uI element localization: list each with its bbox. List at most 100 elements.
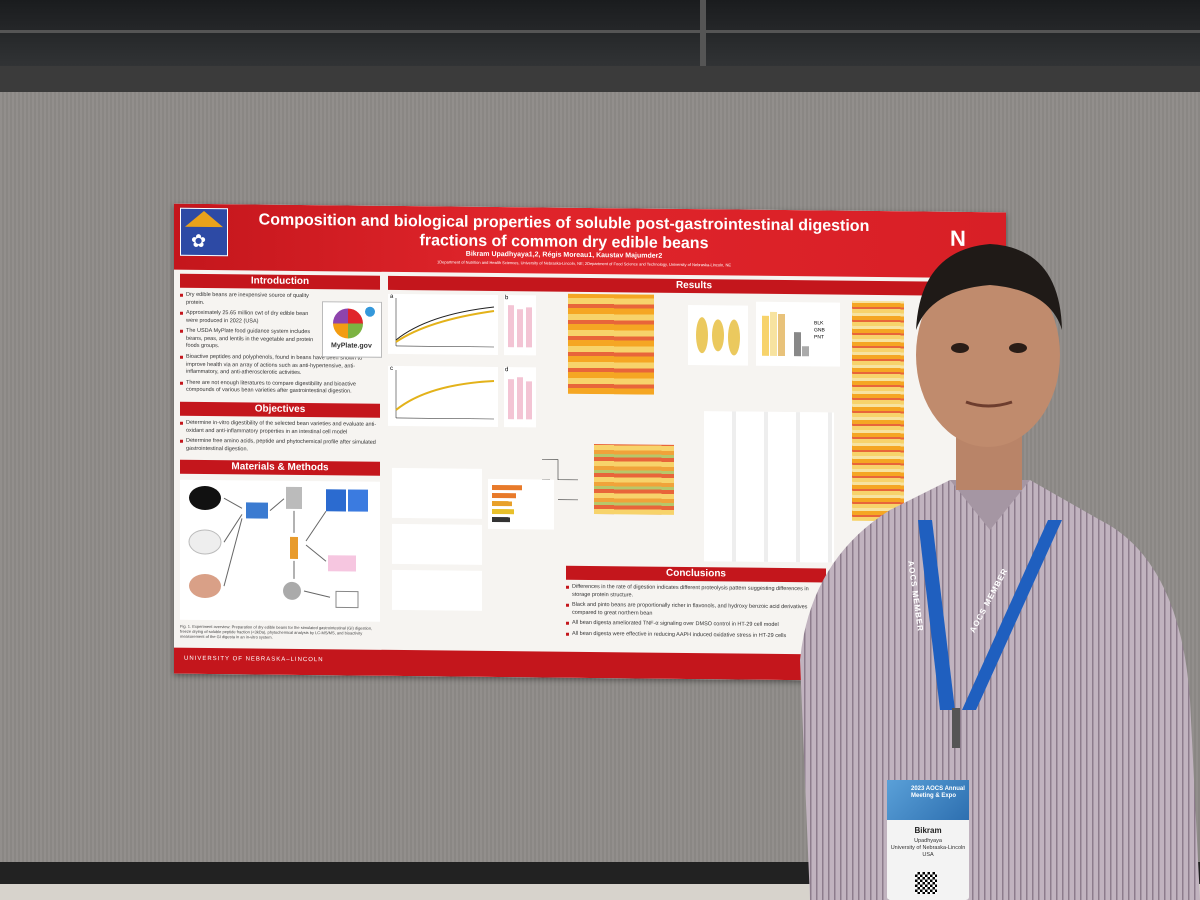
- qr-code-icon: [915, 872, 937, 894]
- pinto-beans-icon: [189, 573, 221, 598]
- conference-logo: ✿: [180, 207, 228, 257]
- digestion-curve-svg: [395, 297, 495, 348]
- tnf-bar-svg: [492, 484, 522, 523]
- section-objectives: Objectives: [180, 401, 380, 418]
- poster-affiliations: 1Department of Nutrition and Health Scie…: [437, 259, 731, 268]
- bar: [492, 516, 510, 523]
- ceiling-beam: [700, 0, 706, 66]
- series-line: [395, 379, 495, 411]
- phytochemical-heatmap: [594, 444, 674, 515]
- badge-header: 2023 AOCS Annual Meeting & Expo: [887, 780, 969, 820]
- intro-bullet: There are not enough literatures to comp…: [180, 379, 380, 396]
- black-beans-icon: [189, 485, 221, 510]
- aaph-bar-chart: [392, 523, 482, 565]
- mountain-icon: [185, 210, 223, 228]
- presenter-head: [916, 244, 1062, 447]
- section-methods: Materials & Methods: [180, 459, 380, 476]
- filtration-icon: [290, 536, 298, 559]
- aaph-scatter-chart: [392, 569, 482, 611]
- beans-icon: ✿: [191, 230, 207, 251]
- ceiling-truss: [0, 30, 1200, 33]
- presenter-photo: [800, 244, 1200, 900]
- badge-country: USA: [922, 852, 934, 858]
- series-line: [395, 310, 495, 343]
- name-badge: 2023 AOCS Annual Meeting & Expo Bikram U…: [887, 780, 969, 900]
- great-northern-beans-icon: [188, 529, 222, 555]
- fig-label: b: [505, 295, 509, 302]
- myplate-label: MyPlate.gov: [331, 342, 372, 350]
- bar: [492, 484, 522, 491]
- centrifuge-icon: [283, 581, 301, 600]
- section-introduction: Introduction: [180, 273, 380, 290]
- bar: [770, 311, 777, 356]
- violin-plot-svg: [696, 317, 740, 356]
- myplate-graphic: MyPlate.gov: [322, 301, 382, 358]
- methods-figure: [180, 479, 380, 622]
- bar: [517, 377, 523, 420]
- violin: [696, 317, 708, 354]
- digestion-icon: [246, 502, 268, 519]
- objective-bullets: Determine in-vitro digestibility of the …: [180, 420, 380, 458]
- badge-event: 2023 AOCS Annual Meeting & Expo: [911, 786, 965, 799]
- series-line: [395, 306, 495, 341]
- violin: [712, 319, 724, 352]
- intro-bullets: Dry edible beans are inexpensive source …: [180, 292, 320, 355]
- intro-bullet: Approximately 25.65 million cwt of dry e…: [180, 310, 320, 326]
- tnf-curve-chart: [392, 467, 482, 519]
- methods-caption: Fig. 1. Experiment overview: Preparation…: [180, 623, 373, 640]
- presenter-shirt: [800, 480, 1200, 900]
- badge-org: University of Nebraska-Lincoln: [890, 845, 966, 851]
- flow-arrows: [223, 497, 331, 598]
- bar-chart-small-svg: [508, 305, 532, 348]
- dairy-cup-icon: [365, 306, 375, 317]
- bar: [778, 313, 785, 357]
- board-frame: [0, 66, 1200, 96]
- bar: [526, 381, 532, 420]
- lanyard: [918, 520, 1062, 748]
- violin: [728, 319, 740, 356]
- bar: [492, 492, 516, 499]
- results-panel: a c b d: [388, 288, 1000, 624]
- digestion-curve-svg-2: [395, 369, 495, 420]
- violin-plot: [688, 305, 748, 366]
- bar: [517, 309, 523, 348]
- intro-bullet: Dry edible beans are inexpensive source …: [180, 292, 320, 308]
- badge-name: Bikram: [914, 826, 942, 835]
- intro-bullet: The USDA MyPlate food guidance system in…: [180, 328, 320, 352]
- freeze-dryer-icon: [286, 486, 302, 509]
- cell-plate-icon: [328, 555, 356, 572]
- myplate-icon: [333, 308, 363, 339]
- objective-bullet: Determine free amino acids, peptide and …: [180, 438, 380, 455]
- peptide-bar-chart: BLK GNB PNT: [756, 301, 840, 367]
- footer-university: UNIVERSITY OF NEBRASKA–LINCOLN: [184, 655, 324, 664]
- analysis-icon: [335, 590, 359, 609]
- lcms-icon: [326, 489, 368, 512]
- bar-chart-small-2: d: [504, 367, 536, 428]
- objective-bullet: Determine in-vitro digestibility of the …: [180, 420, 380, 437]
- fig-label: c: [390, 365, 393, 372]
- methods-diagram: [188, 485, 368, 609]
- x-axis: [396, 417, 494, 420]
- x-axis: [396, 345, 494, 348]
- bar: [762, 315, 769, 356]
- amino-acid-heatmap: [568, 293, 654, 395]
- intro-bullets-continued: Bioactive peptides and polyphenols, foun…: [180, 354, 380, 400]
- peptide-bar-svg: [762, 311, 809, 357]
- fig-label: d: [505, 367, 509, 374]
- badge-details: Upadhyaya University of Nebraska-Lincoln…: [887, 838, 969, 859]
- bar-chart-small-svg-2: [508, 377, 532, 420]
- fig-label: a: [390, 293, 394, 300]
- bar: [794, 332, 801, 357]
- bar: [492, 500, 512, 507]
- research-poster: ✿ Composition and biological properties …: [174, 203, 1006, 683]
- bar: [508, 305, 514, 348]
- tnf-bar-chart: [488, 478, 554, 530]
- bar: [508, 379, 514, 420]
- bar: [526, 307, 532, 348]
- bar-chart-small: b: [504, 295, 536, 356]
- bar: [492, 508, 514, 515]
- digestion-curve-chart-2: c: [388, 365, 498, 428]
- digestion-curve-chart: a: [388, 293, 498, 356]
- badge-surname: Upadhyaya: [914, 838, 942, 844]
- bar: [802, 346, 809, 357]
